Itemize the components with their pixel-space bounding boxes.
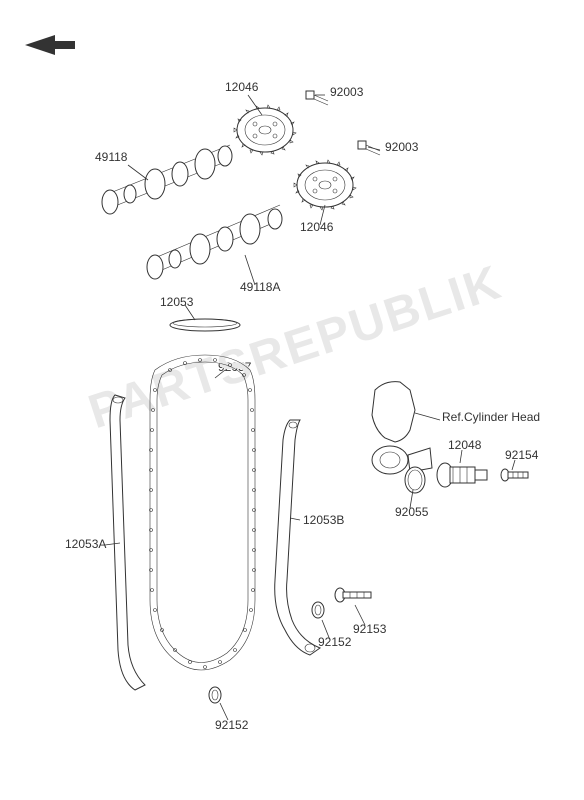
camshaft-lower bbox=[147, 205, 282, 279]
guide-left bbox=[110, 395, 145, 690]
timing-chain bbox=[150, 355, 256, 670]
tensioner bbox=[437, 463, 487, 487]
guide-right bbox=[275, 420, 320, 655]
guide-top bbox=[170, 319, 240, 331]
tensioner-bracket bbox=[372, 382, 432, 474]
washer-lower bbox=[209, 687, 221, 703]
bolt-lower bbox=[358, 141, 380, 155]
bolt-bottom bbox=[335, 588, 371, 602]
sprocket-lower bbox=[294, 160, 356, 210]
bolt-upper bbox=[306, 91, 328, 105]
diagram-canvas bbox=[0, 0, 584, 800]
washer-upper bbox=[312, 602, 324, 618]
bolt-tensioner bbox=[501, 469, 528, 481]
o-ring bbox=[405, 467, 425, 493]
sprocket-upper bbox=[234, 105, 296, 155]
camshaft-upper bbox=[102, 145, 232, 214]
